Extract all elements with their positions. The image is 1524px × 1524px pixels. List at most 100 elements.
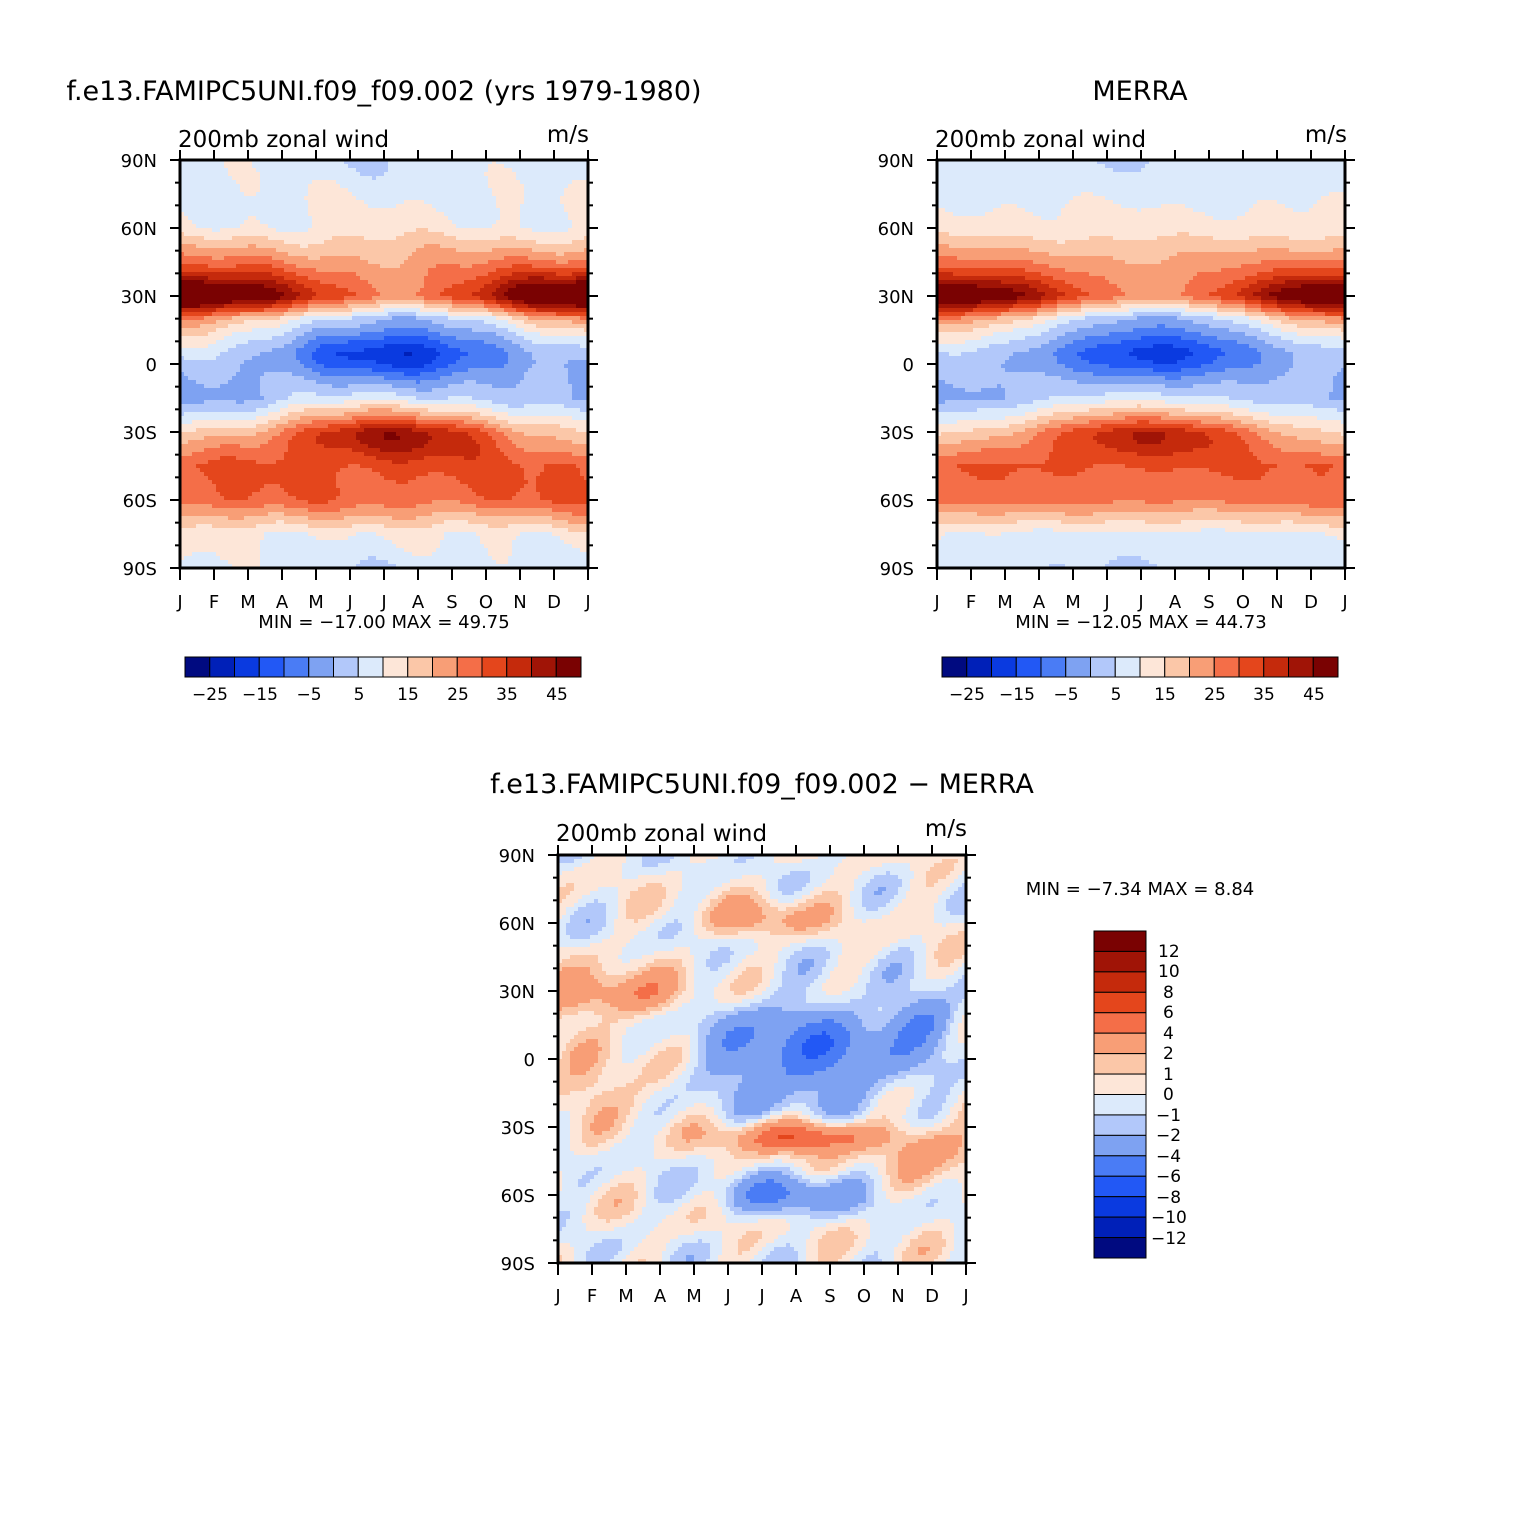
- field-cell: [504, 280, 509, 285]
- field-cell: [536, 300, 541, 305]
- field-cell: [492, 244, 497, 249]
- field-cell: [252, 172, 257, 177]
- field-cell: [292, 352, 297, 357]
- field-cell: [376, 288, 381, 293]
- field-cell: [476, 288, 481, 293]
- field-cell: [404, 204, 409, 209]
- field-cell: [404, 280, 409, 285]
- field-cell: [404, 232, 409, 237]
- field-cell: [248, 204, 253, 209]
- field-cell: [196, 288, 201, 293]
- field-cell: [444, 292, 449, 297]
- field-cell: [244, 332, 249, 337]
- field-cell: [244, 200, 249, 205]
- field-cell: [508, 232, 513, 237]
- field-cell: [384, 336, 389, 341]
- field-cell: [392, 260, 397, 265]
- field-cell: [380, 284, 385, 289]
- field-cell: [532, 200, 537, 205]
- field-cell: [420, 276, 425, 281]
- field-cell: [580, 260, 585, 265]
- field-cell: [496, 196, 501, 201]
- field-cell: [348, 180, 353, 185]
- field-cell: [340, 220, 345, 225]
- field-cell: [216, 268, 221, 273]
- field-cell: [272, 224, 277, 229]
- field-cell: [348, 272, 353, 277]
- field-cell: [184, 208, 189, 213]
- field-cell: [376, 336, 381, 341]
- field-cell: [360, 232, 365, 237]
- field-cell: [296, 216, 301, 221]
- field-cell: [476, 208, 481, 213]
- field-cell: [308, 272, 313, 277]
- field-cell: [184, 232, 189, 237]
- field-cell: [480, 256, 485, 261]
- field-cell: [200, 268, 205, 273]
- field-cell: [512, 320, 517, 325]
- field-cell: [356, 296, 361, 301]
- field-cell: [192, 196, 197, 201]
- field-cell: [364, 180, 369, 185]
- field-cell: [296, 284, 301, 289]
- field-cell: [284, 284, 289, 289]
- field-cell: [344, 328, 349, 333]
- field-cell: [368, 264, 373, 269]
- field-cell: [460, 204, 465, 209]
- field-cell: [380, 180, 385, 185]
- field-cell: [292, 288, 297, 293]
- field-cell: [560, 172, 565, 177]
- field-cell: [548, 296, 553, 301]
- field-cell: [364, 284, 369, 289]
- field-cell: [480, 332, 485, 337]
- field-cell: [288, 328, 293, 333]
- field-cell: [344, 244, 349, 249]
- field-cell: [268, 244, 273, 249]
- field-cell: [516, 212, 521, 217]
- field-cell: [428, 224, 433, 229]
- field-cell: [280, 228, 285, 233]
- field-cell: [512, 280, 517, 285]
- field-cell: [244, 260, 249, 265]
- field-cell: [336, 276, 341, 281]
- field-cell: [488, 316, 493, 321]
- field-cell: [236, 312, 241, 317]
- field-cell: [444, 304, 449, 309]
- field-cell: [524, 272, 529, 277]
- field-cell: [524, 212, 529, 217]
- field-cell: [312, 232, 317, 237]
- field-cell: [236, 224, 241, 229]
- field-cell: [516, 196, 521, 201]
- field-cell: [564, 288, 569, 293]
- field-cell: [368, 352, 373, 357]
- field-cell: [376, 204, 381, 209]
- field-cell: [496, 224, 501, 229]
- field-cell: [468, 172, 473, 177]
- field-cell: [480, 212, 485, 217]
- field-cell: [312, 176, 317, 181]
- field-cell: [376, 236, 381, 241]
- field-cell: [528, 276, 533, 281]
- field-cell: [200, 208, 205, 213]
- field-cell: [348, 220, 353, 225]
- field-cell: [460, 228, 465, 233]
- field-cell: [308, 184, 313, 189]
- field-cell: [196, 300, 201, 305]
- field-cell: [340, 280, 345, 285]
- field-cell: [204, 172, 209, 177]
- field-cell: [568, 296, 573, 301]
- field-cell: [504, 196, 509, 201]
- field-cell: [516, 260, 521, 265]
- field-cell: [564, 352, 569, 357]
- field-cell: [312, 244, 317, 249]
- field-cell: [376, 200, 381, 205]
- field-cell: [512, 264, 517, 269]
- field-cell: [512, 324, 517, 329]
- field-cell: [524, 292, 529, 297]
- field-cell: [416, 236, 421, 241]
- field-cell: [484, 312, 489, 317]
- field-cell: [392, 208, 397, 213]
- field-cell: [464, 184, 469, 189]
- field-cell: [388, 352, 393, 357]
- field-cell: [424, 228, 429, 233]
